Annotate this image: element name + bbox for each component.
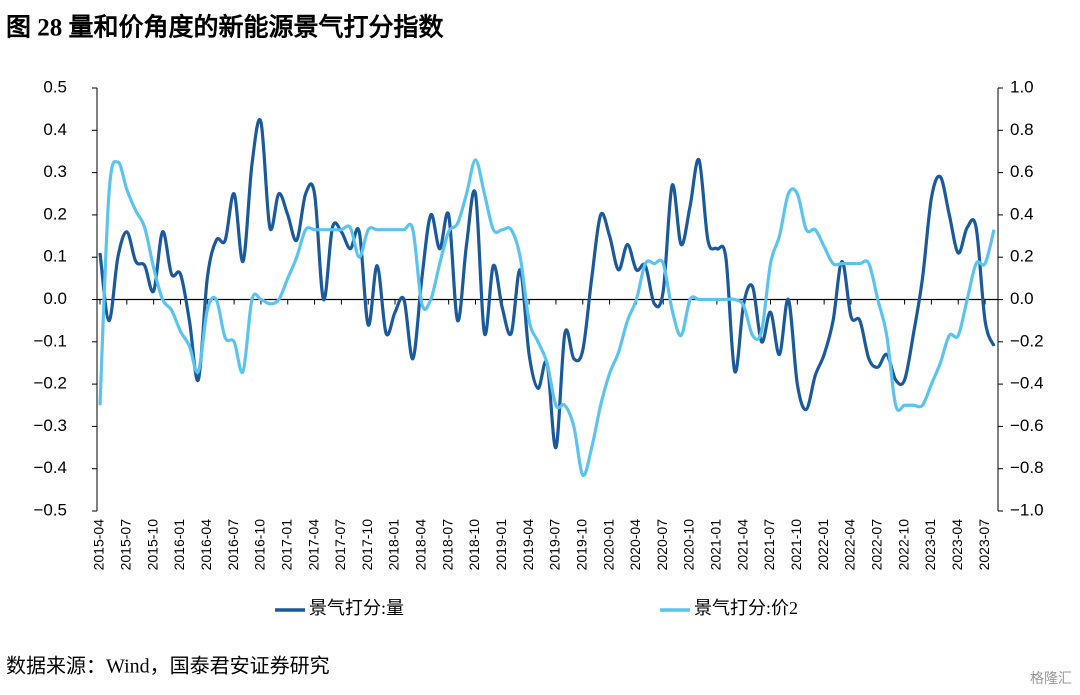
- y-tick-label: 0.2: [43, 204, 67, 223]
- x-tick-label: 2019-10: [573, 519, 589, 571]
- x-tick-label: 2016-04: [198, 519, 214, 571]
- x-tick-label: 2020-04: [627, 519, 643, 571]
- x-tick-label: 2023-01: [922, 519, 938, 571]
- source-note: 数据来源：Wind，国泰君安证券研究: [6, 655, 330, 678]
- x-tick-label: 2023-04: [949, 519, 965, 571]
- y-tick-label: −0.1: [33, 331, 67, 350]
- x-tick-label: 2021-04: [734, 519, 750, 571]
- x-tick-label: 2017-04: [305, 519, 321, 571]
- y2-tick-label: 0.0: [1010, 289, 1034, 308]
- x-tick-label: 2016-10: [252, 519, 268, 571]
- x-tick-label: 2021-07: [761, 519, 777, 571]
- y-tick-label: 0.0: [43, 289, 67, 308]
- y2-tick-label: 0.4: [1010, 204, 1034, 223]
- x-tick-label: 2021-10: [788, 519, 804, 571]
- legend-label: 景气打分:量: [309, 598, 404, 618]
- y-tick-label: 0.1: [43, 247, 67, 266]
- y-tick-label: −0.2: [33, 374, 67, 393]
- x-tick-label: 2016-01: [171, 519, 187, 571]
- x-tick-label: 2016-07: [225, 519, 241, 571]
- y2-tick-label: −1.0: [1010, 500, 1044, 519]
- x-tick-label: 2019-04: [520, 519, 536, 571]
- x-tick-label: 2018-10: [466, 519, 482, 571]
- x-tick-label: 2022-01: [815, 519, 831, 571]
- x-tick-label: 2018-07: [439, 519, 455, 571]
- y2-tick-label: −0.6: [1010, 416, 1044, 435]
- x-tick-label: 2020-01: [600, 519, 616, 571]
- x-tick-label: 2017-07: [332, 519, 348, 571]
- y-tick-label: 0.4: [43, 120, 67, 139]
- x-tick-label: 2020-07: [654, 519, 670, 571]
- y-tick-label: 0.3: [43, 162, 67, 181]
- x-tick-label: 2018-01: [386, 519, 402, 571]
- x-tick-label: 2019-01: [493, 519, 509, 571]
- x-tick-label: 2020-10: [681, 519, 697, 571]
- y2-tick-label: −0.8: [1010, 458, 1044, 477]
- x-tick-label: 2017-01: [278, 519, 294, 571]
- y2-tick-label: −0.4: [1010, 374, 1044, 393]
- legend-label: 景气打分:价2: [694, 598, 798, 618]
- watermark: 格隆汇: [1030, 671, 1072, 687]
- y2-tick-label: 1.0: [1010, 77, 1034, 96]
- y2-tick-label: 0.2: [1010, 247, 1034, 266]
- x-tick-label: 2022-04: [842, 519, 858, 571]
- x-tick-label: 2015-07: [118, 519, 134, 571]
- x-tick-label: 2022-10: [895, 519, 911, 571]
- chart-title: 图 28 量和价角度的新能源景气打分指数: [6, 13, 445, 42]
- series-line: [98, 158, 996, 477]
- y2-tick-label: −0.2: [1010, 331, 1044, 350]
- x-tick-label: 2023-07: [976, 519, 992, 571]
- y-tick-label: −0.3: [33, 416, 67, 435]
- y-tick-label: 0.5: [43, 77, 67, 96]
- y-tick-label: −0.5: [33, 500, 67, 519]
- x-tick-label: 2015-10: [144, 519, 160, 571]
- x-tick-label: 2017-10: [359, 519, 375, 571]
- x-tick-label: 2022-07: [868, 519, 884, 571]
- x-tick-label: 2019-07: [547, 519, 563, 571]
- y-tick-label: −0.4: [33, 458, 67, 477]
- series-line: [98, 118, 996, 450]
- x-tick-label: 2021-01: [708, 519, 724, 571]
- x-tick-label: 2018-04: [413, 519, 429, 571]
- x-tick-label: 2015-04: [91, 519, 107, 571]
- y2-tick-label: 0.6: [1010, 162, 1034, 181]
- y2-tick-label: 0.8: [1010, 120, 1034, 139]
